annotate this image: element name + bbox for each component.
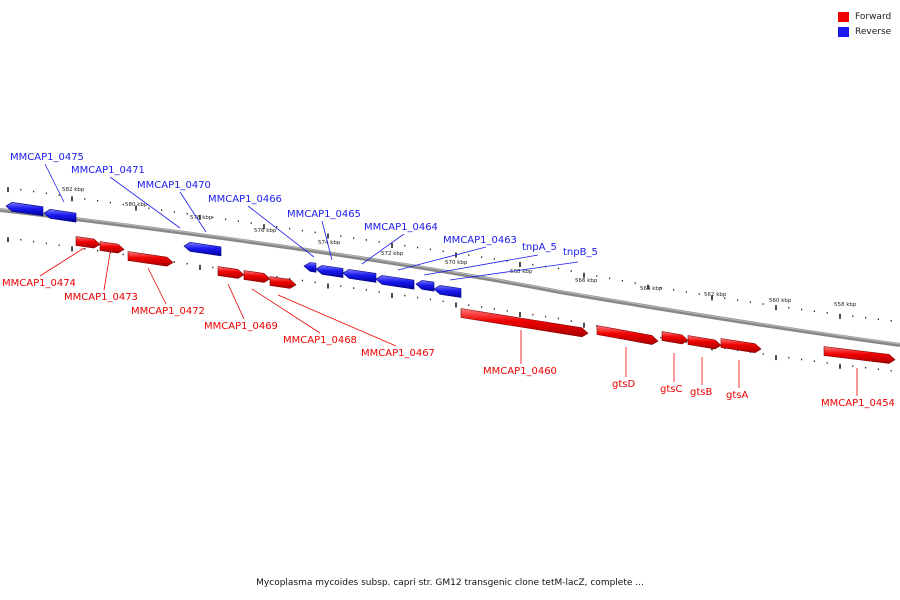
scale-label: 576 kbp [254, 228, 277, 234]
gene-label-tnpa-5[interactable]: tnpA_5 [522, 242, 557, 253]
scale-label: 558 kbp [834, 302, 857, 308]
gene-label-gtsb[interactable]: gtsB [690, 387, 712, 398]
gene-mmcap1-0454[interactable] [823, 346, 896, 364]
leader-line [321, 220, 333, 261]
gene-mmcap1-0472[interactable] [127, 251, 174, 267]
gene-mmcap1-0465[interactable] [315, 265, 344, 278]
legend: Forward Reverse [838, 9, 891, 39]
gene-mmcap1-0471[interactable] [43, 209, 77, 223]
gene-mmcap1-0473[interactable] [99, 241, 125, 254]
leader-line [449, 261, 579, 281]
gene-label-mmcap1-0469[interactable]: MMCAP1_0469 [204, 321, 278, 332]
gene-label-mmcap1-0473[interactable]: MMCAP1_0473 [64, 292, 138, 303]
genome-backbone [0, 208, 900, 347]
scale-label: 562 kbp [704, 292, 727, 298]
gene-gtsd[interactable] [596, 325, 659, 345]
leader-line [179, 191, 207, 233]
scale-label: 568 kbp [510, 269, 533, 275]
gene-mmcap1-0469[interactable] [217, 266, 245, 279]
gene-label-mmcap1-0472[interactable]: MMCAP1_0472 [131, 306, 205, 317]
gene-mmcap1-0467[interactable] [269, 276, 297, 289]
gene-mmcap1-0466[interactable] [303, 262, 317, 273]
gene-mmcap1-0475[interactable] [5, 202, 44, 217]
gene-label-gtsd[interactable]: gtsD [612, 379, 635, 390]
leader-line [103, 252, 111, 291]
gene-mmcap1-0463[interactable] [375, 275, 415, 290]
gene-label-gtsc[interactable]: gtsC [660, 384, 682, 395]
gene-mmcap1-0464[interactable] [342, 269, 377, 283]
gene-label-mmcap1-0474[interactable]: MMCAP1_0474 [2, 278, 76, 289]
gene-label-mmcap1-0465[interactable]: MMCAP1_0465 [287, 209, 361, 220]
leader-line [227, 283, 245, 320]
gene-tnpb-5[interactable] [433, 285, 462, 298]
legend-forward: Forward [838, 9, 891, 24]
gene-gtsb[interactable] [687, 335, 722, 350]
leader-line [397, 246, 487, 271]
leader-line [44, 163, 65, 203]
scale-label: 582 kbp [62, 187, 85, 193]
legend-reverse-label: Reverse [855, 26, 892, 37]
gene-tnpa-5[interactable] [415, 280, 435, 292]
gene-label-mmcap1-0460[interactable]: MMCAP1_0460 [483, 366, 557, 377]
forward-swatch [838, 11, 849, 22]
scale-label: 570 kbp [445, 260, 468, 266]
gene-label-mmcap1-0467[interactable]: MMCAP1_0467 [361, 348, 435, 359]
gene-label-mmcap1-0463[interactable]: MMCAP1_0463 [443, 235, 517, 246]
gene-label-mmcap1-0454[interactable]: MMCAP1_0454 [821, 398, 895, 409]
leader-line [147, 267, 167, 305]
scale-label: 574 kbp [318, 240, 341, 246]
gene-mmcap1-0470[interactable] [183, 242, 222, 257]
gene-label-mmcap1-0468[interactable]: MMCAP1_0468 [283, 335, 357, 346]
leader-line [109, 176, 181, 229]
leader-line [361, 233, 405, 265]
gene-label-mmcap1-0464[interactable]: MMCAP1_0464 [364, 222, 438, 233]
gene-features [5, 202, 896, 364]
gene-label-mmcap1-0475[interactable]: MMCAP1_0475 [10, 152, 84, 163]
leader-line [423, 254, 539, 276]
leader-line [39, 247, 85, 277]
gene-mmcap1-0474[interactable] [75, 236, 101, 249]
leader-line [277, 294, 397, 347]
genome-backbone-highlight [0, 208, 900, 345]
scale-label: 578 kbp [190, 215, 213, 221]
legend-reverse: Reverse [838, 24, 891, 39]
scale-label: 564 kbp [640, 286, 663, 292]
scale-ticks-upper [7, 187, 892, 322]
gene-label-mmcap1-0471[interactable]: MMCAP1_0471 [71, 165, 145, 176]
gene-mmcap1-0468[interactable] [243, 270, 271, 283]
leader-line [251, 288, 321, 334]
scale-label: 566 kbp [575, 278, 598, 284]
gene-label-mmcap1-0470[interactable]: MMCAP1_0470 [137, 180, 211, 191]
scale-labels: 582 kbp 580 kbp 578 kbp 576 kbp 574 kbp 572 k… [62, 187, 857, 308]
gene-gtsc[interactable] [661, 331, 689, 345]
scale-label: 572 kbp [381, 251, 404, 257]
gene-label-gtsa[interactable]: gtsA [726, 390, 748, 401]
gene-label-tnpb-5[interactable]: tnpB_5 [563, 247, 598, 258]
gene-gtsa[interactable] [720, 338, 762, 354]
scale-label: 560 kbp [769, 298, 792, 304]
legend-forward-label: Forward [855, 11, 892, 22]
gene-label-mmcap1-0466[interactable]: MMCAP1_0466 [208, 194, 282, 205]
gene-labels: MMCAP1_0475 MMCAP1_0474 MMCAP1_0473 MMCAP1_… [2, 152, 895, 409]
scale-label: 580 kbp [125, 202, 148, 208]
leader-line [247, 205, 315, 258]
label-leader-lines [39, 163, 858, 396]
gene-mmcap1-0460[interactable] [460, 308, 589, 338]
map-caption: Mycoplasma mycoides subsp. capri str. GM… [256, 578, 644, 588]
reverse-swatch [838, 26, 849, 37]
